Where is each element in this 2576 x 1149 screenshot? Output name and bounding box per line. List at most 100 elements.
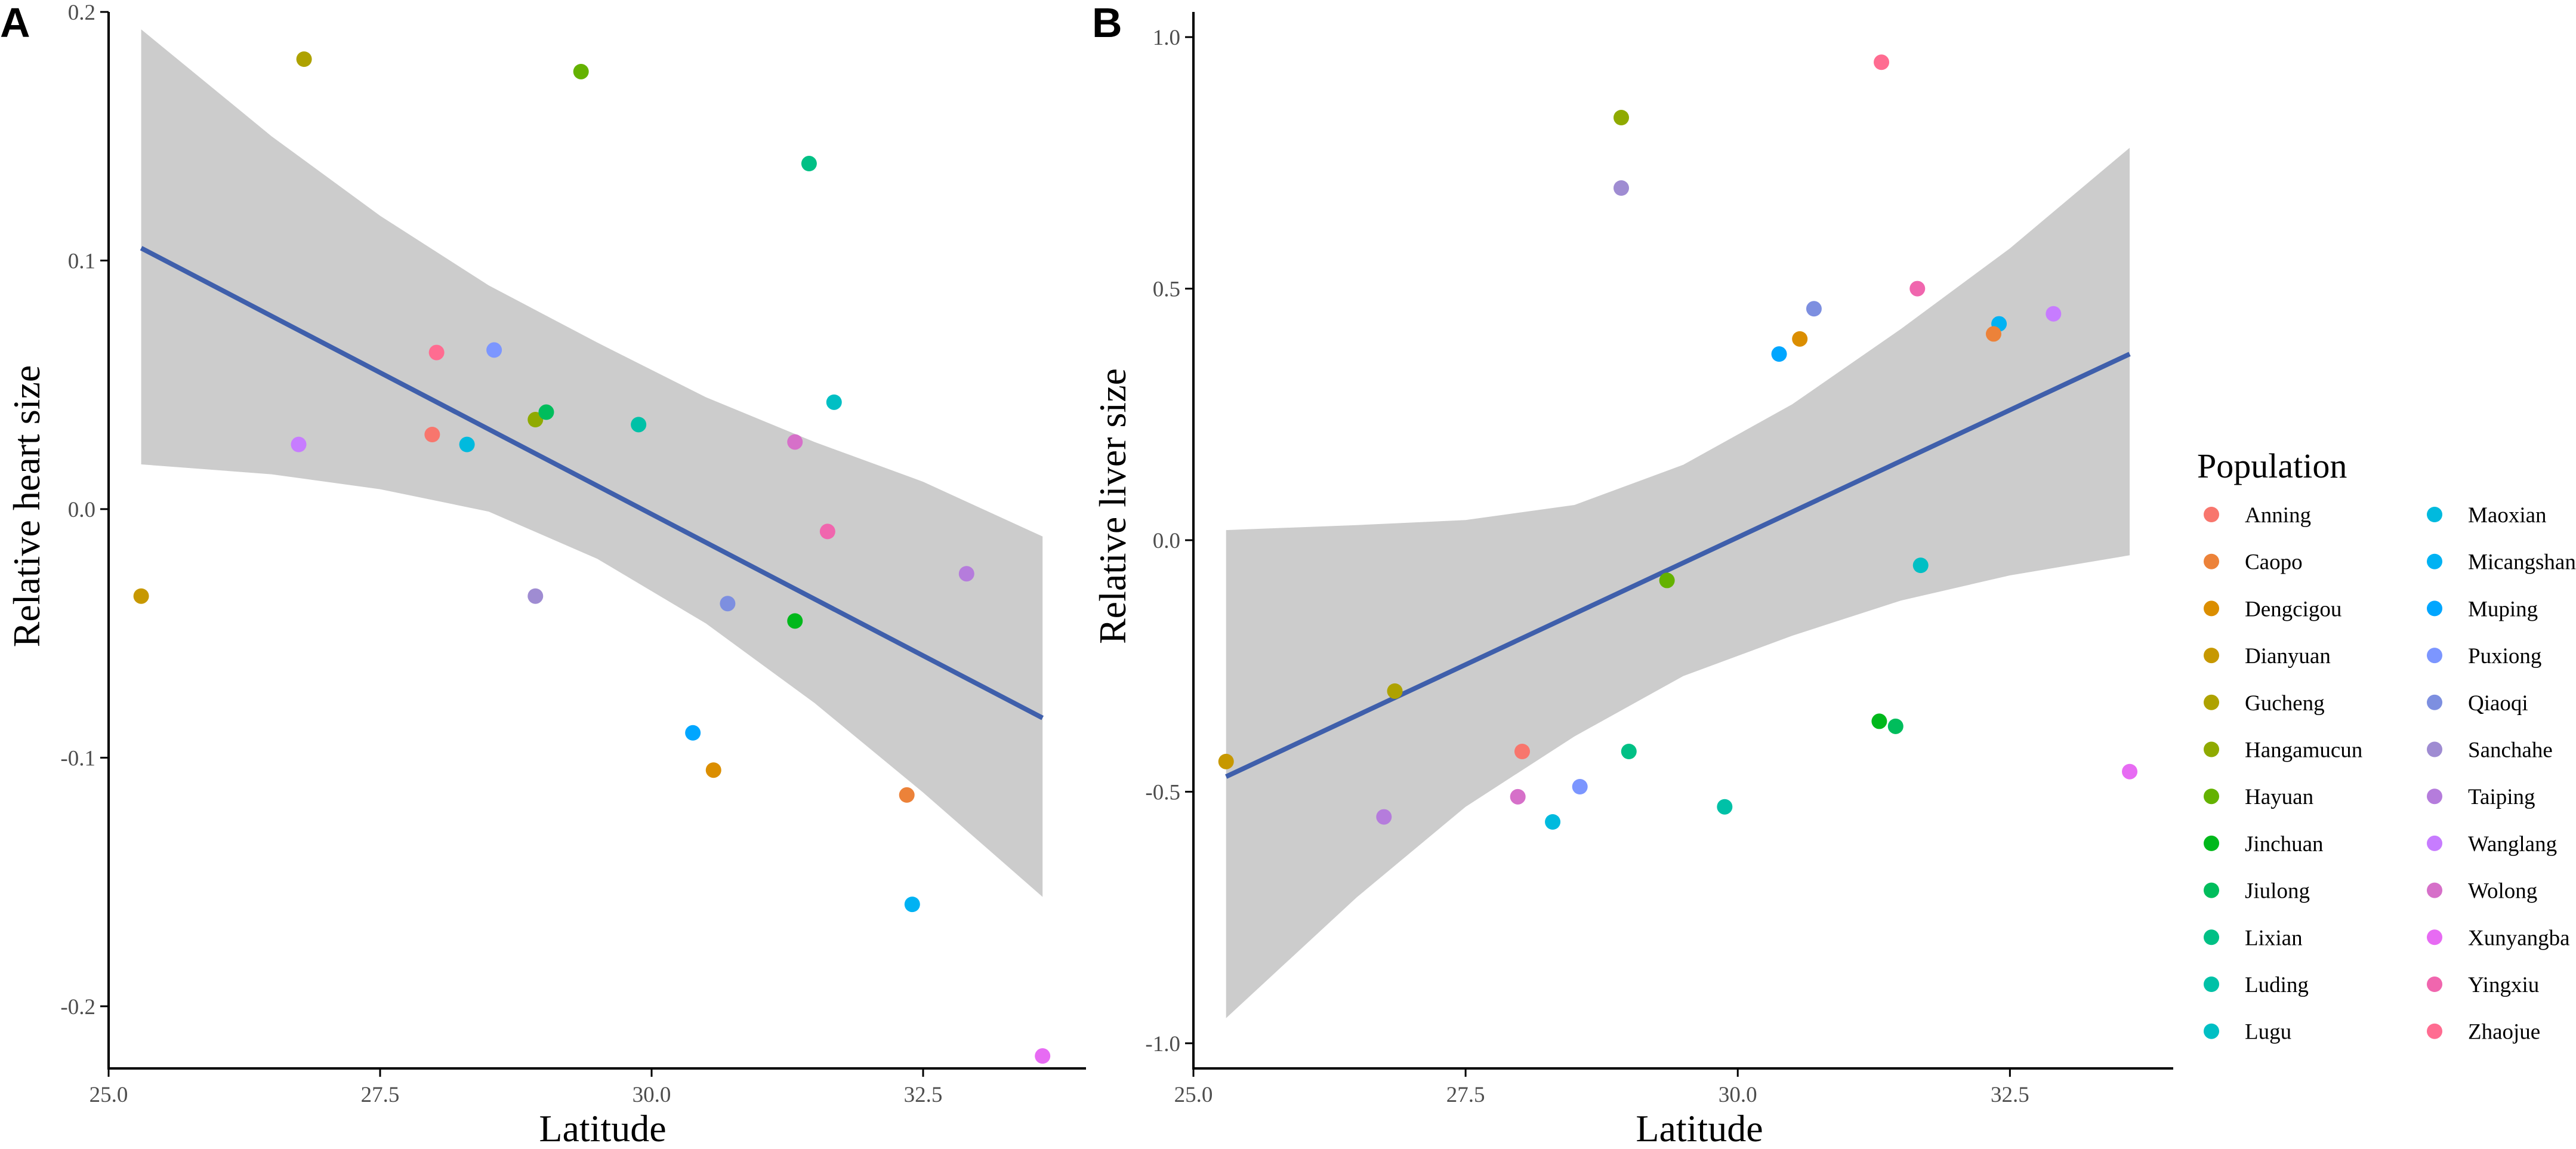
panel-a-point-qiaoqi (720, 596, 736, 612)
panel-b-point-lixian (1621, 744, 1637, 759)
legend-label-anning: Anning (2245, 503, 2311, 528)
panel-a-point-jiulong (538, 404, 554, 420)
panel-a-point-dianyuan (133, 588, 149, 604)
legend-key-dianyuan (2204, 648, 2219, 664)
legend-key-luding (2204, 977, 2219, 992)
panel-a-point-wolong (787, 434, 803, 450)
legend-label-muping: Muping (2468, 597, 2538, 621)
legend-key-taiping (2427, 788, 2442, 805)
panel-b-point-wanglang (2046, 306, 2062, 322)
legend-label-jinchuan: Jinchuan (2245, 832, 2324, 857)
panel-b-point-lugu (1912, 557, 1929, 574)
panel-b-point-jiulong (1887, 718, 1904, 734)
panel-a-point-zhaojue (428, 344, 445, 361)
panel-a-point-dengcigou (705, 762, 721, 778)
legend-title: Population (2197, 446, 2347, 485)
legend-label-luding: Luding (2245, 973, 2309, 997)
panel-a-point-taiping (958, 566, 974, 582)
panel-a-point-caopo (899, 787, 915, 803)
panel-a: A -0.2 -0.1 0.0 0.1 0.2 25.0 27.5 30.0 32.5 Lati… (0, 0, 1086, 1149)
legend-label-micangshan: Micangshan (2468, 550, 2576, 575)
panel-a-y-tick-label: -0.1 (60, 746, 95, 771)
legend-key-yingxiu (2427, 977, 2442, 992)
panel-a-point-wanglang (291, 436, 307, 452)
panel-a-point-anning (424, 427, 440, 442)
legend-label-maoxian: Maoxian (2468, 503, 2547, 528)
legend-label-hayuan: Hayuan (2245, 785, 2313, 809)
panel-a-x-tick-label: 30.0 (633, 1083, 671, 1107)
legend-label-zhaojue: Zhaojue (2468, 1020, 2540, 1045)
panel-a-point-luding (631, 417, 647, 433)
panel-b-point-luding (1717, 799, 1733, 815)
panel-a-point-xunyangba (1035, 1048, 1051, 1064)
panel-b-regression-line (1225, 352, 2131, 779)
panel-a-y-tick-label: 0.0 (68, 498, 95, 522)
panel-b-point-hayuan (1659, 572, 1675, 589)
panel-b-point-xunyangba (2122, 763, 2138, 780)
legend-label-hangamucun: Hangamucun (2245, 738, 2362, 763)
panel-b-y-tick-label: -0.5 (1145, 780, 1180, 805)
panel-b-y-axis-title: Relative liver size (1091, 368, 1134, 644)
panel-b-point-sanchahe (1614, 180, 1630, 196)
panel-b-point-caopo (1985, 326, 2001, 342)
panel-a-point-muping (685, 725, 701, 741)
panel-b-y-tick-label: 0.0 (1153, 529, 1180, 553)
panel-b-point-gucheng (1387, 683, 1403, 699)
panel-b-x-tick-label: 30.0 (1719, 1083, 1757, 1107)
legend-key-dengcigou (2204, 600, 2219, 617)
panel-a-x-axis-title: Latitude (539, 1107, 666, 1149)
legend-label-puxiong: Puxiong (2468, 644, 2541, 669)
panel-a-y-tick-label: 0.2 (68, 1, 95, 25)
panel-a-point-hayuan (573, 63, 589, 79)
panel-b-point-yingxiu (1909, 281, 1926, 297)
panel-b-y-tick-label: -1.0 (1145, 1032, 1180, 1056)
legend-key-jiulong (2204, 882, 2219, 898)
panel-b-point-zhaojue (1874, 54, 1890, 70)
panel-a-x-tick-label: 27.5 (361, 1083, 400, 1107)
panel-a-point-hangamucun (527, 412, 544, 428)
legend-key-maoxian (2427, 507, 2442, 522)
legend-label-xunyangba: Xunyangba (2468, 926, 2570, 950)
legend-key-lixian (2204, 929, 2219, 945)
panel-b-point-anning (1514, 744, 1530, 759)
legend-key-micangshan (2427, 553, 2442, 569)
legend-label-gucheng: Gucheng (2245, 691, 2325, 716)
panel-b-point-qiaoqi (1806, 301, 1822, 317)
legend-key-qiaoqi (2427, 694, 2442, 710)
panel-b-point-dianyuan (1218, 753, 1234, 769)
legend-key-hangamucun (2204, 741, 2219, 757)
legend-label-qiaoqi: Qiaoqi (2468, 691, 2528, 716)
legend-label-lugu: Lugu (2245, 1020, 2291, 1045)
legend-label-lixian: Lixian (2245, 926, 2303, 950)
panel-a-point-puxiong (486, 342, 502, 358)
legend-label-dengcigou: Dengcigou (2245, 597, 2341, 621)
panel-a-point-micangshan (904, 897, 920, 913)
panel-b-point-taiping (1376, 809, 1392, 825)
panel-a-point-gucheng (296, 51, 312, 67)
legend-label-caopo: Caopo (2245, 550, 2303, 575)
panel-a-point-jinchuan (787, 613, 803, 629)
panel-a-regression-line (140, 246, 1044, 720)
panel-b-x-tick-label: 32.5 (1991, 1083, 2029, 1107)
panel-a-point-maoxian (459, 436, 475, 452)
legend-label-wanglang: Wanglang (2468, 832, 2557, 857)
legend-key-caopo (2204, 553, 2219, 569)
legend-key-xunyangba (2427, 929, 2442, 945)
legend-label-taiping: Taiping (2468, 785, 2535, 809)
panel-b-confidence-band (1226, 147, 2130, 1018)
panel-a-point-sanchahe (527, 588, 544, 604)
panel-b-x-tick-label: 25.0 (1174, 1083, 1213, 1107)
panel-a-x-tick-label: 25.0 (90, 1083, 128, 1107)
panel-a-y-tick-label: 0.1 (68, 249, 95, 273)
legend: Population Anning Caopo Dengcigou Dianyuan G… (2197, 446, 2576, 1045)
legend-label-sanchahe: Sanchahe (2468, 738, 2553, 763)
panel-b-point-wolong (1510, 788, 1526, 805)
legend-key-sanchahe (2427, 741, 2442, 757)
panel-a-point-lixian (801, 156, 817, 172)
legend-label-yingxiu: Yingxiu (2468, 973, 2539, 997)
legend-key-puxiong (2427, 648, 2442, 664)
panel-a-label: A (0, 0, 30, 46)
legend-key-gucheng (2204, 694, 2219, 710)
legend-key-lugu (2204, 1023, 2219, 1039)
